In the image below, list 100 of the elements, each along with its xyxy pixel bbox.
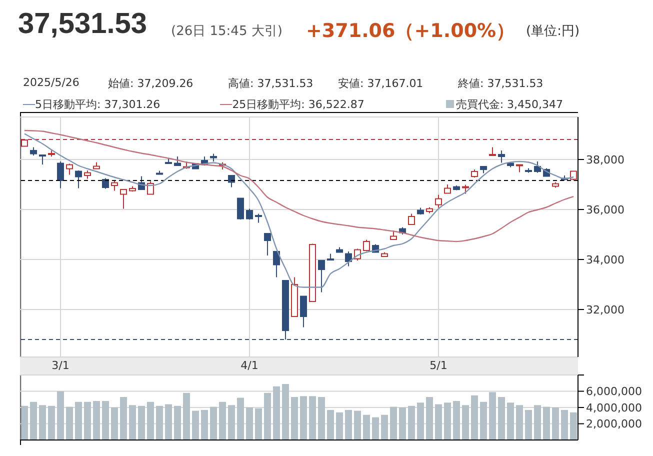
- bar: [363, 414, 370, 440]
- candlestick: [498, 150, 505, 164]
- candlestick: [75, 170, 82, 189]
- candlestick: [102, 178, 109, 190]
- bar: [264, 392, 271, 440]
- bar: [309, 396, 316, 440]
- bar: [147, 402, 154, 440]
- bar: [426, 396, 433, 440]
- bar: [570, 412, 577, 440]
- candlestick: [147, 180, 154, 195]
- y-tick-label: 6,000,000: [586, 385, 642, 398]
- bar: [453, 401, 460, 440]
- bar: [291, 396, 298, 440]
- bar: [237, 398, 244, 440]
- bar: [255, 408, 262, 440]
- bar: [84, 402, 91, 440]
- bar: [327, 410, 334, 440]
- candlestick: [300, 296, 307, 328]
- text: 終値: 37,531.53: [458, 76, 544, 91]
- candlestick: [228, 175, 235, 188]
- candlestick: [57, 161, 64, 189]
- candlestick: [264, 233, 271, 256]
- bar: [102, 401, 109, 440]
- bar: [246, 408, 253, 440]
- bar: [30, 402, 37, 440]
- bar: [21, 406, 28, 440]
- bar: [354, 410, 361, 440]
- text: (単位:円): [526, 23, 580, 40]
- candlestick: [66, 163, 73, 176]
- bar: [210, 406, 217, 440]
- line-series: [24, 130, 574, 242]
- bar: [228, 405, 235, 440]
- bar: [300, 396, 307, 440]
- candlestick: [570, 170, 577, 181]
- chart-title: 37,531.53: [18, 8, 148, 41]
- bar: [516, 405, 523, 440]
- x-tick-label: 3/1: [52, 358, 70, 372]
- bar: [480, 402, 487, 440]
- bar: [417, 402, 424, 440]
- candlestick: [318, 260, 325, 293]
- text: 高値: 37,531.53: [228, 76, 314, 91]
- y-tick-label: 2,000,000: [586, 418, 642, 431]
- bar: [552, 408, 559, 440]
- x-tick-label: 4/1: [240, 358, 258, 372]
- text: 安値: 37,167.01: [338, 76, 424, 91]
- text: 始値: 37,209.26: [108, 76, 194, 91]
- x-tick-label: 5/1: [430, 358, 448, 372]
- bar: [120, 396, 127, 440]
- bar: [471, 395, 478, 440]
- bar: [444, 402, 451, 440]
- y-tick-label: 4,000,000: [586, 401, 642, 414]
- bar: [399, 408, 406, 440]
- bar: [534, 405, 541, 440]
- bar: [183, 392, 190, 440]
- bar: [525, 410, 532, 440]
- legend-label: 売買代金: 3,450,347: [454, 98, 563, 111]
- bar: [507, 402, 514, 440]
- bar: [66, 406, 73, 440]
- text: +371.06（+1.00%）: [306, 19, 516, 44]
- bar: [561, 410, 568, 440]
- bar: [156, 406, 163, 440]
- chart-subtitle: (26日 15:45 大引): [171, 23, 282, 40]
- bar: [282, 384, 289, 440]
- candlestick: [408, 213, 415, 225]
- bar: [219, 402, 226, 440]
- bar: [372, 417, 379, 440]
- bar: [192, 410, 199, 440]
- text: 2025/5/26: [23, 76, 80, 89]
- bar: [345, 410, 352, 440]
- bar: [201, 410, 208, 440]
- bar: [129, 405, 136, 440]
- candlestick: [120, 189, 127, 210]
- bar: [165, 404, 172, 440]
- bar: [435, 404, 442, 440]
- bar: [462, 405, 469, 440]
- bar: [111, 408, 118, 440]
- bar: [381, 414, 388, 440]
- candlestick: [111, 180, 118, 192]
- candlestick: [345, 251, 352, 267]
- bar: [57, 391, 64, 440]
- legend-label: 25日移動平均: 36,522.87: [231, 97, 364, 112]
- candlestick: [534, 161, 541, 174]
- bar: [489, 392, 496, 440]
- bar: [75, 402, 82, 440]
- candlestick: [273, 251, 280, 278]
- bar: [138, 406, 145, 440]
- candlestick: [363, 239, 370, 252]
- candlestick: [237, 198, 244, 220]
- y-tick-label: 32,000: [586, 303, 624, 316]
- bar: [543, 406, 550, 440]
- bar: [39, 405, 46, 440]
- bar: [336, 412, 343, 440]
- bar: [273, 386, 280, 440]
- bar: [174, 406, 181, 440]
- candlestick: [435, 194, 442, 208]
- bar: [318, 396, 325, 440]
- legend-label: 5日移動平均: 37,301.26: [34, 97, 160, 112]
- line-series: [24, 133, 574, 288]
- bar: [408, 406, 415, 440]
- bar: [390, 406, 397, 440]
